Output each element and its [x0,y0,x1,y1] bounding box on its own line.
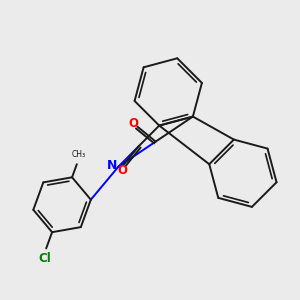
Text: Cl: Cl [38,252,51,266]
Text: O: O [128,118,138,130]
Text: O: O [117,164,127,177]
Text: N: N [107,159,118,172]
Text: CH₃: CH₃ [71,150,85,159]
